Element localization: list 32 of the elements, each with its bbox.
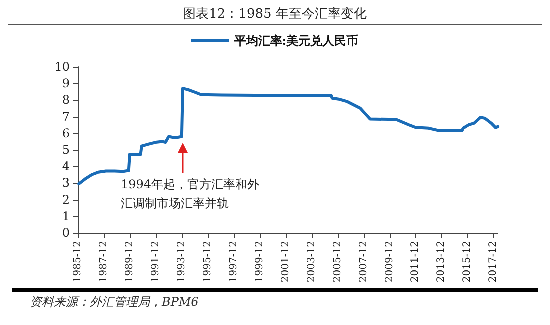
y-tick-label: 3 xyxy=(62,176,70,190)
y-tick-label: 7 xyxy=(62,110,70,124)
x-tick-label: 1999-12 xyxy=(254,241,266,283)
x-tick-label: 1985-12 xyxy=(72,241,84,283)
x-tick-label: 1987-12 xyxy=(98,241,110,283)
y-tick-label: 10 xyxy=(54,60,70,74)
x-tick-label: 2015-12 xyxy=(462,241,474,283)
annotation: 1994年起，官方汇率和外汇调制市场汇率并轨 xyxy=(121,178,260,210)
x-tick-label: 2017-12 xyxy=(488,241,500,283)
y-tick-label: 1 xyxy=(62,209,70,224)
x-tick-label: 1995-12 xyxy=(202,241,214,283)
x-tick-label: 2009-12 xyxy=(384,241,396,283)
text: 资料来源：外汇管理局，BPM6 xyxy=(30,295,200,309)
x-tick-label: 2003-12 xyxy=(306,241,318,283)
y-tick-label: 9 xyxy=(62,76,70,91)
y-tick-label: 2 xyxy=(62,192,70,207)
y-tick-label: 0 xyxy=(62,226,70,240)
x-tick-label: 2013-12 xyxy=(436,241,448,283)
x-tick-label: 1997-12 xyxy=(228,241,240,283)
x-tick-label: 1993-12 xyxy=(176,241,188,283)
x-tick-label: 2007-12 xyxy=(358,241,370,283)
y-tick-label: 6 xyxy=(62,126,70,140)
x-tick-label: 2001-12 xyxy=(280,241,292,283)
x-tick-label: 1991-12 xyxy=(150,241,162,283)
x-tick-label: 2005-12 xyxy=(332,241,344,283)
chart-title: 图表12：1985 年至今汇率变化 xyxy=(183,6,367,22)
x-tick-label: 1989-12 xyxy=(124,241,136,283)
legend-label: 平均汇率:美元兑人民币 xyxy=(233,34,359,48)
y-tick-label: 8 xyxy=(62,93,70,108)
y-tick-label: 5 xyxy=(62,143,70,157)
x-tick-label: 2011-12 xyxy=(410,241,422,283)
y-tick-label: 4 xyxy=(62,160,70,174)
